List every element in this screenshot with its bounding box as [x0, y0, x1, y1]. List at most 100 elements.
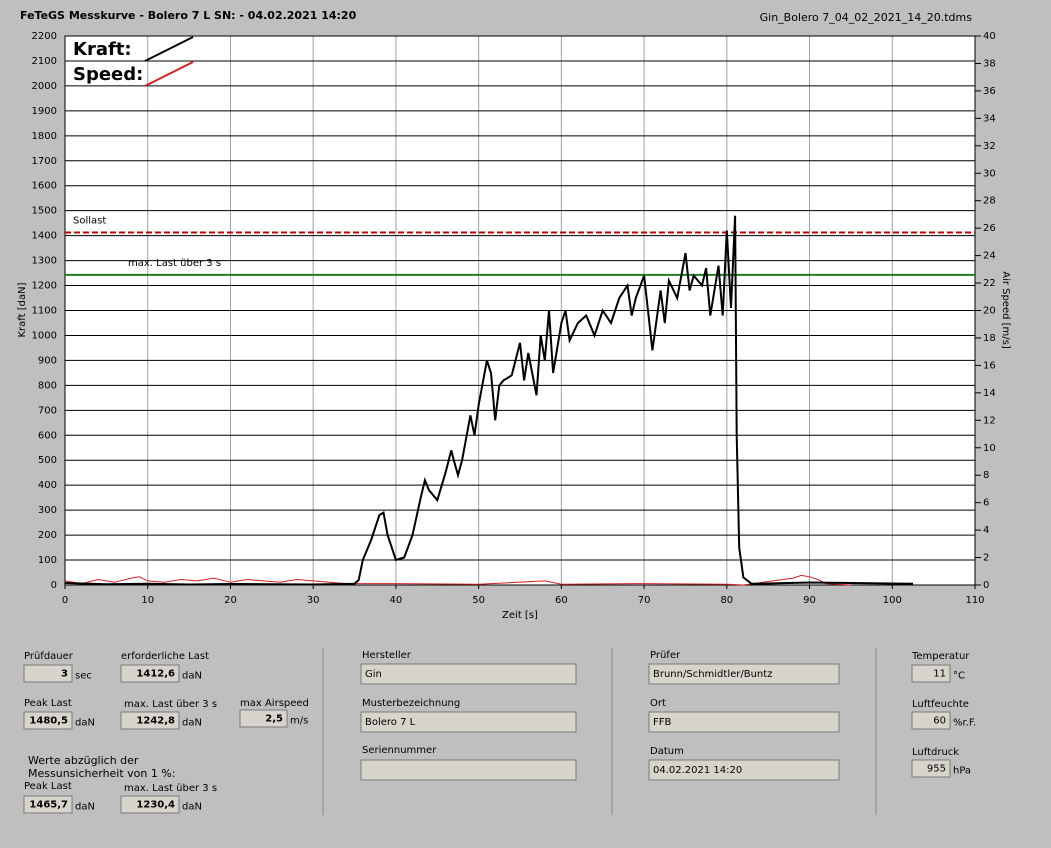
y-tick-label: 2200	[32, 31, 57, 42]
y2-tick-label: 4	[983, 525, 989, 536]
y2-tick-label: 26	[983, 223, 996, 234]
y-tick-label: 400	[38, 480, 57, 491]
legend-swatch	[144, 36, 194, 62]
x-tick-label: 20	[224, 595, 237, 606]
x-tick-label: 10	[141, 595, 154, 606]
x-tick-label: 60	[555, 595, 568, 606]
field-value: Brunn/Schmidtler/Buntz	[653, 669, 772, 680]
y-tick-label: 1400	[32, 231, 57, 242]
y2-tick-label: 38	[983, 58, 996, 69]
field-unit: hPa	[953, 766, 971, 777]
y-tick-label: 1300	[32, 256, 57, 267]
y-tick-label: 100	[38, 555, 57, 566]
field-value: 2,5	[265, 714, 283, 725]
field-box	[911, 664, 951, 683]
field-label: max. Last über 3 s	[124, 699, 217, 710]
y-tick-label: 800	[38, 380, 57, 391]
field-label: Prüfer	[650, 650, 681, 661]
y2-tick-label: 22	[983, 278, 996, 289]
field-label: erforderliche Last	[121, 651, 209, 662]
field-value: FFB	[653, 717, 672, 728]
y-tick-label: 1000	[32, 330, 57, 341]
field-value: 955	[927, 764, 946, 775]
y2-axis-label: Air Speed [m/s]	[1000, 271, 1011, 349]
field-label: Temperatur	[911, 651, 970, 662]
field-value: 1230,4	[136, 800, 175, 811]
plot-border	[64, 35, 976, 586]
field-box	[120, 711, 180, 730]
x-axis-label: Zeit [s]	[502, 610, 538, 621]
field-box	[23, 795, 73, 814]
x-tick-label: 80	[720, 595, 733, 606]
y2-tick-label: 20	[983, 306, 996, 317]
field-label: max Airspeed	[240, 698, 309, 709]
field-value: 1412,6	[136, 669, 175, 680]
x-tick-label: 40	[390, 595, 403, 606]
field-unit: daN	[182, 671, 202, 682]
field-box	[360, 663, 577, 685]
reference-label: max. Last über 3 s	[128, 258, 221, 269]
field-value: Bolero 7 L	[365, 717, 416, 728]
x-tick-label: 90	[803, 595, 816, 606]
y2-tick-label: 24	[983, 251, 996, 262]
field-box	[911, 711, 951, 730]
x-tick-label: 70	[638, 595, 651, 606]
y2-tick-label: 16	[983, 360, 996, 371]
y2-tick-label: 40	[983, 31, 996, 42]
field-value: 3	[61, 669, 68, 680]
y-tick-label: 1600	[32, 181, 57, 192]
y2-tick-label: 8	[983, 470, 989, 481]
y-tick-label: 900	[38, 355, 57, 366]
x-tick-label: 110	[965, 595, 984, 606]
field-box	[120, 664, 180, 683]
y-tick-label: 1500	[32, 206, 57, 217]
y-tick-label: 1100	[32, 306, 57, 317]
field-label: Prüfdauer	[24, 651, 74, 662]
field-label: Seriennummer	[362, 745, 437, 756]
y2-tick-label: 28	[983, 196, 996, 207]
reference-label: Sollast	[73, 215, 106, 226]
legend-label: Speed:	[73, 64, 143, 85]
field-label: Peak Last	[24, 781, 72, 792]
file-name: Gin_Bolero 7_04_02_2021_14_20.tdms	[760, 11, 973, 24]
field-box	[648, 759, 840, 781]
x-tick-label: 50	[472, 595, 485, 606]
y2-tick-label: 36	[983, 86, 996, 97]
y-tick-label: 600	[38, 430, 57, 441]
field-label: Datum	[650, 746, 684, 757]
field-value: 1242,8	[136, 716, 175, 727]
y2-tick-label: 18	[983, 333, 996, 344]
field-label: Luftfeuchte	[912, 699, 969, 710]
field-unit: m/s	[290, 716, 308, 727]
field-box	[239, 709, 288, 728]
y2-tick-label: 30	[983, 168, 996, 179]
y2-tick-label: 34	[983, 113, 996, 124]
field-value: 11	[933, 669, 946, 680]
y-tick-label: 0	[51, 580, 57, 591]
x-tick-label: 100	[883, 595, 902, 606]
field-box	[648, 711, 840, 733]
y-tick-label: 700	[38, 405, 57, 416]
field-box	[23, 664, 73, 683]
window-title: FeTeGS Messkurve - Bolero 7 L SN: - 04.0…	[20, 9, 357, 22]
field-label: Peak Last	[24, 698, 72, 709]
field-value: 04.02.2021 14:20	[653, 765, 742, 776]
y-tick-label: 200	[38, 530, 57, 541]
y-tick-label: 2000	[32, 81, 57, 92]
field-box	[23, 711, 73, 730]
field-value: 1465,7	[29, 800, 68, 811]
y-tick-label: 500	[38, 455, 57, 466]
field-box	[360, 711, 577, 733]
note: Messunsicherheit von 1 %:	[28, 767, 176, 780]
note: Werte abzüglich der	[28, 754, 139, 767]
field-value: 1480,5	[29, 716, 68, 727]
y-tick-label: 300	[38, 505, 57, 516]
x-tick-label: 30	[307, 595, 320, 606]
field-unit: daN	[182, 802, 202, 813]
field-unit: sec	[75, 671, 92, 682]
field-label: Ort	[650, 698, 666, 709]
y2-tick-label: 12	[983, 415, 996, 426]
y-axis-label: Kraft [daN]	[17, 282, 28, 337]
y2-tick-label: 6	[983, 498, 989, 509]
